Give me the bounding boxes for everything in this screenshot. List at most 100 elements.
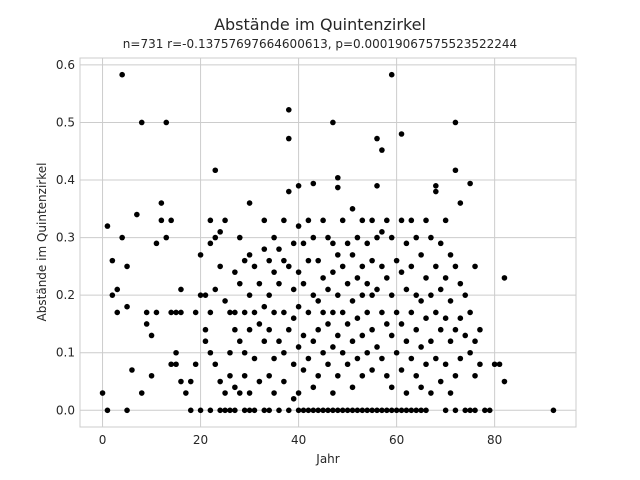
data-point xyxy=(354,315,361,322)
data-point xyxy=(418,298,424,304)
data-point xyxy=(447,298,454,304)
data-point xyxy=(295,390,302,396)
data-point xyxy=(261,217,268,224)
data-point xyxy=(217,229,223,235)
data-point xyxy=(173,309,179,316)
data-point xyxy=(295,223,302,229)
data-point xyxy=(285,263,292,270)
data-point xyxy=(261,338,268,345)
data-point xyxy=(124,263,130,270)
data-point xyxy=(310,292,317,298)
data-point xyxy=(104,407,111,414)
data-point xyxy=(359,263,366,270)
data-point xyxy=(452,407,459,414)
data-point xyxy=(207,309,214,316)
data-point xyxy=(467,309,473,316)
data-point xyxy=(413,407,420,414)
data-point xyxy=(482,407,488,414)
data-point xyxy=(442,217,449,224)
data-point xyxy=(271,269,277,275)
data-point xyxy=(310,384,317,391)
chart-subtitle: n=731 r=-0.13757697664600613, p=0.000190… xyxy=(123,37,517,51)
data-point xyxy=(452,326,459,333)
data-point xyxy=(197,252,204,258)
data-point xyxy=(339,309,346,316)
data-point xyxy=(222,217,228,224)
data-point xyxy=(236,234,243,241)
data-point xyxy=(148,332,155,339)
data-point xyxy=(447,338,454,345)
data-point xyxy=(437,286,444,293)
data-point xyxy=(232,326,238,333)
data-point xyxy=(158,217,165,224)
data-point xyxy=(379,263,385,270)
data-point xyxy=(236,390,243,396)
data-point xyxy=(374,135,380,142)
data-point xyxy=(330,119,336,126)
data-point xyxy=(246,407,253,414)
data-point xyxy=(212,167,219,174)
data-point xyxy=(467,407,473,414)
data-point xyxy=(183,390,189,396)
data-point xyxy=(325,361,331,368)
data-point xyxy=(295,183,302,189)
data-point xyxy=(246,326,253,333)
data-point xyxy=(359,407,366,414)
data-point xyxy=(428,390,434,396)
data-point xyxy=(271,355,277,362)
data-point xyxy=(246,390,253,396)
data-point xyxy=(550,407,557,414)
data-point xyxy=(290,395,297,402)
data-point xyxy=(374,407,380,414)
data-point xyxy=(408,309,415,316)
data-point xyxy=(403,286,410,293)
data-point xyxy=(335,252,341,258)
data-point xyxy=(374,183,380,189)
data-point xyxy=(241,407,248,414)
data-point xyxy=(305,407,312,414)
data-point xyxy=(104,223,111,229)
data-point xyxy=(119,71,125,78)
data-point xyxy=(153,309,160,316)
data-point xyxy=(266,372,272,379)
data-point xyxy=(251,263,258,270)
data-point xyxy=(295,407,302,414)
data-point xyxy=(124,303,130,310)
data-point xyxy=(467,349,473,356)
data-point xyxy=(207,407,214,414)
data-point xyxy=(109,292,116,298)
data-point xyxy=(369,367,375,373)
data-point xyxy=(266,326,272,333)
data-point xyxy=(300,332,307,339)
data-point xyxy=(408,217,415,224)
data-point xyxy=(271,390,277,396)
data-point xyxy=(222,407,228,414)
data-point xyxy=(281,349,287,356)
data-point xyxy=(315,298,322,304)
data-point xyxy=(344,280,351,287)
data-point xyxy=(276,246,282,252)
tick-labels: 0 20 40 60 80 0.0 0.1 0.2 0.3 0.4 0.5 0.6 xyxy=(56,58,502,447)
data-point xyxy=(364,349,371,356)
data-point xyxy=(173,349,179,356)
data-point xyxy=(295,344,302,350)
data-point xyxy=(246,292,253,298)
data-point xyxy=(393,407,400,414)
data-point xyxy=(119,234,125,241)
data-points xyxy=(99,71,557,414)
data-point xyxy=(339,407,346,414)
x-tick-label: 40 xyxy=(291,433,306,447)
y-tick-label: 0.6 xyxy=(56,58,75,72)
data-point xyxy=(335,407,341,414)
data-point xyxy=(168,309,174,316)
data-point xyxy=(354,275,361,281)
data-point xyxy=(388,384,395,391)
data-point xyxy=(428,338,434,345)
data-point xyxy=(393,309,400,316)
data-point xyxy=(393,349,400,356)
data-point xyxy=(158,200,165,206)
data-point xyxy=(310,234,317,241)
data-point xyxy=(462,407,469,414)
